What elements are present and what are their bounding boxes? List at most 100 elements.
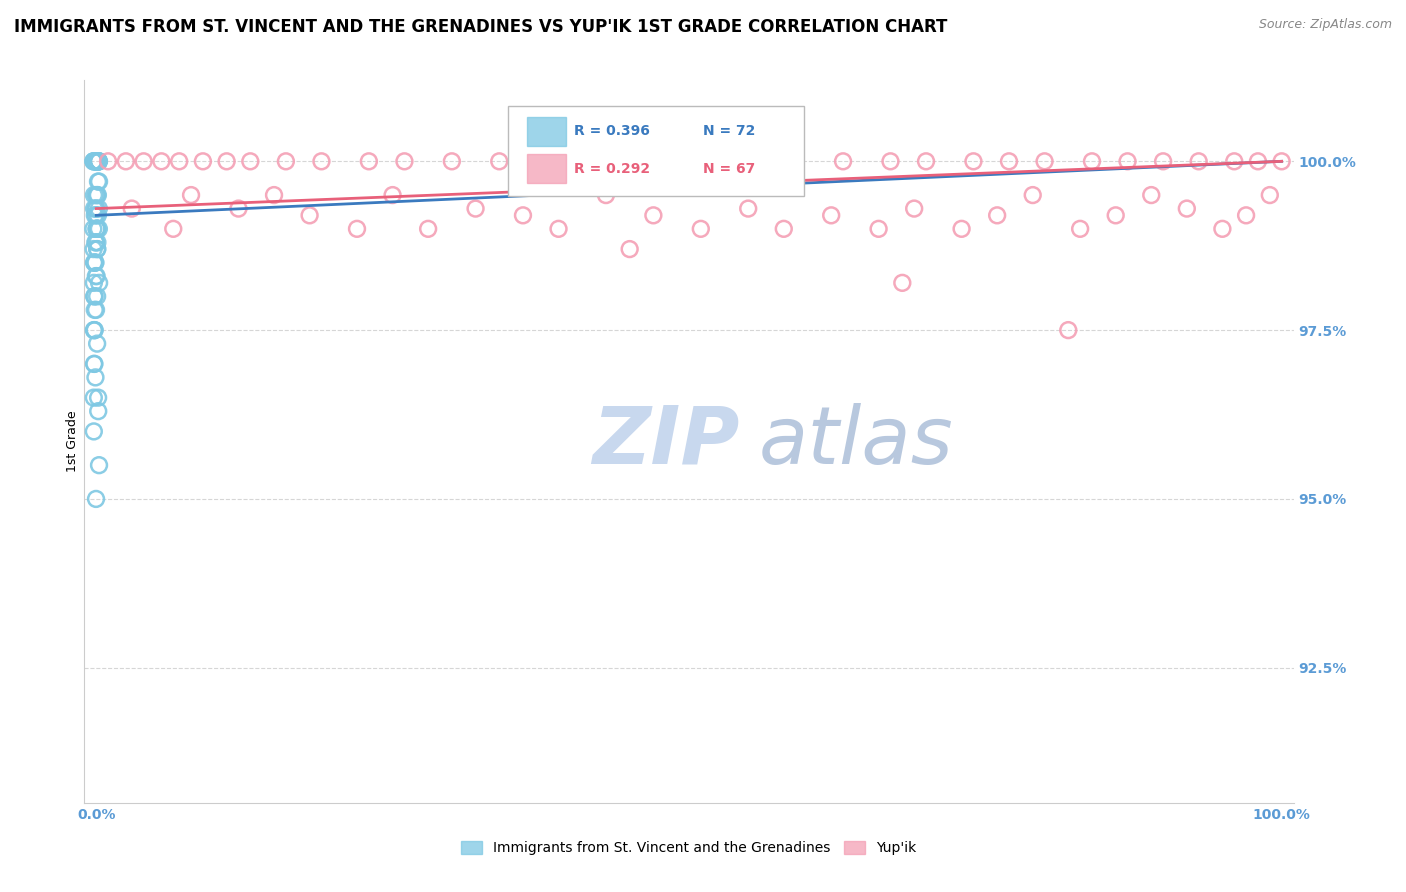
Point bbox=[83, 154, 105, 169]
Point bbox=[785, 154, 807, 169]
Point bbox=[150, 154, 173, 169]
Point bbox=[83, 255, 105, 269]
Point bbox=[167, 154, 190, 169]
Text: N = 72: N = 72 bbox=[703, 124, 756, 138]
Point bbox=[87, 208, 110, 222]
Point bbox=[87, 154, 110, 169]
Point bbox=[84, 370, 107, 384]
Point bbox=[1258, 188, 1281, 202]
Point bbox=[87, 404, 110, 418]
Point bbox=[1081, 154, 1104, 169]
Text: Source: ZipAtlas.com: Source: ZipAtlas.com bbox=[1258, 18, 1392, 31]
Point bbox=[84, 491, 107, 506]
Point bbox=[86, 222, 108, 236]
Point bbox=[83, 208, 105, 222]
Point bbox=[180, 188, 202, 202]
FancyBboxPatch shape bbox=[527, 154, 565, 183]
Point bbox=[1057, 323, 1080, 337]
Point bbox=[84, 235, 107, 250]
Point bbox=[86, 154, 108, 169]
Point bbox=[1033, 154, 1056, 169]
Point bbox=[83, 357, 105, 371]
Text: IMMIGRANTS FROM ST. VINCENT AND THE GRENADINES VS YUP'IK 1ST GRADE CORRELATION C: IMMIGRANTS FROM ST. VINCENT AND THE GREN… bbox=[14, 18, 948, 36]
Point bbox=[1211, 222, 1233, 236]
Point bbox=[115, 154, 138, 169]
Point bbox=[418, 222, 440, 236]
Point bbox=[162, 222, 184, 236]
Point bbox=[702, 154, 724, 169]
Point bbox=[1271, 154, 1294, 169]
Point bbox=[1116, 154, 1139, 169]
Point bbox=[986, 208, 1008, 222]
Point bbox=[86, 242, 108, 256]
Point bbox=[689, 222, 711, 236]
Point bbox=[274, 154, 297, 169]
Point bbox=[83, 323, 105, 337]
Point bbox=[87, 202, 110, 216]
Point bbox=[87, 391, 110, 405]
Point bbox=[547, 222, 569, 236]
Point bbox=[83, 242, 105, 256]
Point bbox=[1022, 188, 1045, 202]
Point bbox=[82, 154, 104, 169]
Point bbox=[915, 154, 938, 169]
Point bbox=[84, 188, 107, 202]
Text: atlas: atlas bbox=[759, 402, 953, 481]
Point bbox=[962, 154, 984, 169]
Point bbox=[488, 154, 510, 169]
Point bbox=[84, 255, 107, 269]
Point bbox=[749, 154, 772, 169]
Point bbox=[84, 154, 107, 169]
Point bbox=[619, 242, 641, 256]
Point bbox=[1069, 222, 1091, 236]
Point bbox=[97, 154, 120, 169]
Point bbox=[83, 276, 105, 290]
Point bbox=[86, 235, 108, 250]
Point bbox=[595, 188, 617, 202]
Point bbox=[87, 154, 110, 169]
Point bbox=[86, 154, 108, 169]
Point bbox=[121, 202, 143, 216]
Point bbox=[643, 208, 665, 222]
Point bbox=[83, 289, 105, 303]
Legend: Immigrants from St. Vincent and the Grenadines, Yup'ik: Immigrants from St. Vincent and the Gren… bbox=[456, 836, 922, 861]
Point bbox=[86, 269, 108, 284]
Point bbox=[239, 154, 262, 169]
Point bbox=[83, 154, 105, 169]
Point bbox=[512, 208, 534, 222]
Point bbox=[83, 202, 105, 216]
Point bbox=[215, 154, 238, 169]
Point bbox=[311, 154, 333, 169]
Point bbox=[523, 154, 546, 169]
Point bbox=[1234, 208, 1257, 222]
Point bbox=[84, 154, 107, 169]
Point bbox=[84, 208, 107, 222]
Text: N = 67: N = 67 bbox=[703, 161, 755, 176]
Point bbox=[87, 276, 110, 290]
Point bbox=[87, 154, 110, 169]
Point bbox=[87, 222, 110, 236]
Y-axis label: 1st Grade: 1st Grade bbox=[66, 410, 79, 473]
FancyBboxPatch shape bbox=[527, 117, 565, 145]
Point bbox=[228, 202, 250, 216]
Point bbox=[83, 289, 105, 303]
Point bbox=[86, 222, 108, 236]
Point bbox=[298, 208, 321, 222]
Point bbox=[86, 222, 108, 236]
Point bbox=[1247, 154, 1270, 169]
Point bbox=[868, 222, 890, 236]
Point bbox=[87, 154, 110, 169]
Point bbox=[1223, 154, 1246, 169]
Point bbox=[346, 222, 368, 236]
Point bbox=[86, 289, 108, 303]
Point bbox=[903, 202, 925, 216]
Point bbox=[84, 202, 107, 216]
Point bbox=[1140, 188, 1163, 202]
Point bbox=[83, 425, 105, 439]
Point bbox=[381, 188, 404, 202]
Point bbox=[1175, 202, 1198, 216]
Point bbox=[86, 336, 108, 351]
Point bbox=[86, 154, 108, 169]
Point bbox=[820, 208, 842, 222]
Point bbox=[394, 154, 416, 169]
